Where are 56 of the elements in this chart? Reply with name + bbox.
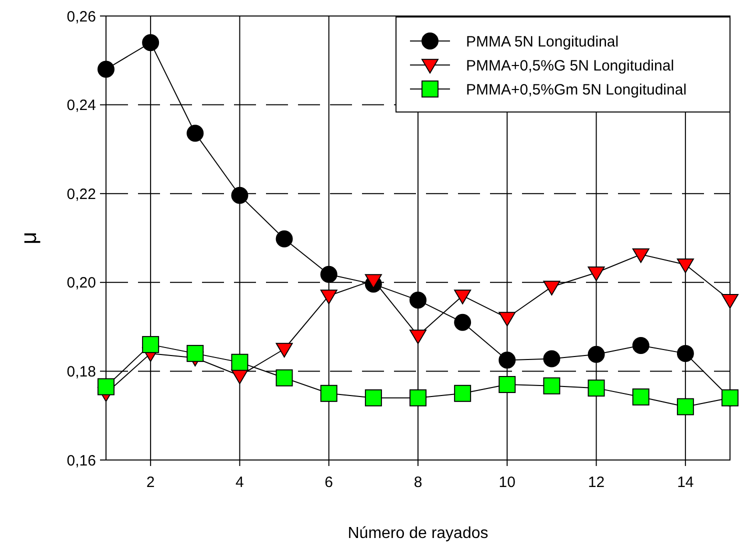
legend-label: PMMA 5N Longitudinal [466,33,619,50]
point [276,369,293,386]
x-axis-title: Número de rayados [348,525,488,542]
point [186,344,204,362]
point [632,248,650,263]
point [142,34,160,52]
x-tick-label: 2 [146,474,155,491]
y-tick-label: 0,18 [66,363,96,380]
point [454,290,472,304]
point [231,354,248,371]
point [588,346,605,363]
point [632,336,650,354]
point [454,384,472,402]
point [543,377,560,394]
point [320,290,338,304]
y-tick-label: 0,20 [66,274,96,292]
y-tick-label: 0,16 [66,452,96,470]
y-tick-label: 0,22 [66,186,96,203]
point [588,380,605,397]
point [410,292,426,309]
point [98,60,114,78]
point [498,312,516,326]
point [364,389,382,406]
point [543,350,560,368]
legend-label: PMMA+0,5%Gm 5N Longitudinal [466,81,687,98]
point [498,352,516,369]
point [543,280,560,296]
y-axis-title: μ [16,232,41,244]
point [231,186,248,204]
x-tick-label: 8 [414,474,422,491]
x-tick-label: 14 [677,474,694,491]
x-tick-label: 12 [588,474,605,491]
point [454,314,472,331]
x-tick-label: 6 [324,474,334,491]
point [722,294,738,309]
point [676,258,694,274]
y-tick-label: 0,24 [66,97,96,114]
point [364,274,382,289]
point [588,266,605,282]
x-tick-label: 10 [498,474,516,491]
point [276,230,293,248]
point [676,344,694,362]
x-tick-label: 4 [236,474,244,491]
point [410,389,426,406]
point [276,342,293,358]
point [98,378,114,396]
point [320,266,338,283]
point [410,330,426,344]
point [142,336,160,354]
point [320,384,338,402]
point [676,398,694,416]
legend-label: PMMA+0,5%G 5N Longitudinal [466,57,674,74]
y-tick-label: 0,26 [66,8,96,26]
point [186,124,204,142]
point [632,388,650,406]
point [498,376,516,394]
